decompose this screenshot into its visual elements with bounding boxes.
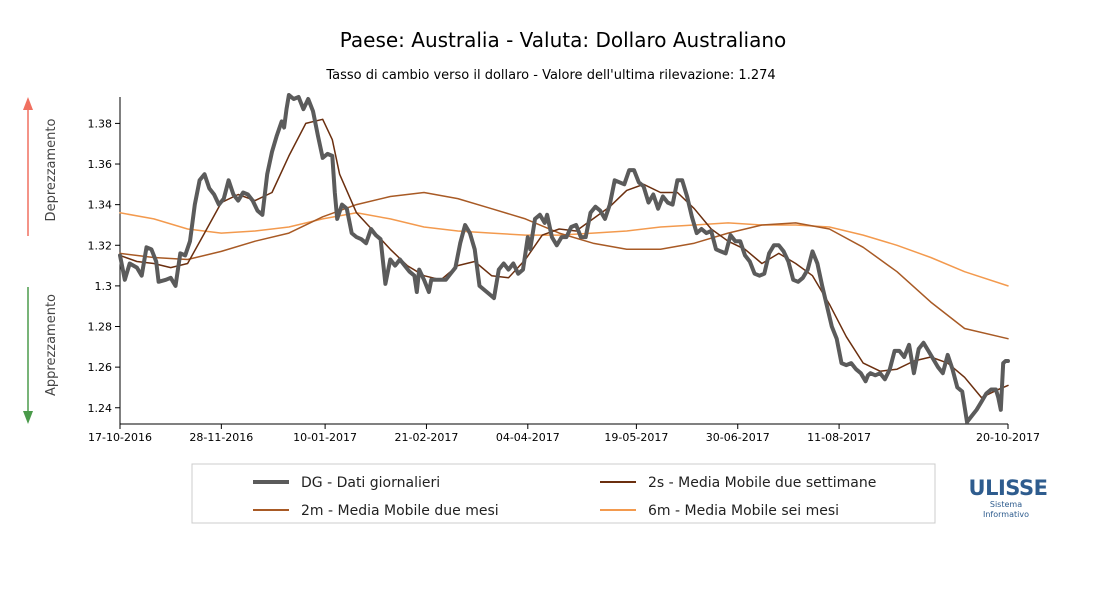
y-tick-label: 1.24: [88, 402, 113, 415]
appreciation-label: Apprezzamento: [44, 294, 59, 396]
x-tick-label: 17-10-2016: [88, 431, 152, 444]
series-line-0: [118, 93, 1010, 424]
y-axis: 1.38 1.36 1.34 1.32 1.3 1.28 1.26 1.24: [88, 97, 121, 424]
depreciation-arrow-icon: [23, 97, 33, 236]
x-tick-label: 28-11-2016: [189, 431, 253, 444]
series-line-1: [119, 118, 1009, 399]
appreciation-arrow-icon: [23, 287, 33, 424]
legend: DG - Dati giornalieri 2s - Media Mobile d…: [191, 463, 936, 524]
y-tick-label: 1.3: [95, 280, 113, 293]
x-tick-label: 30-06-2017: [706, 431, 770, 444]
x-tick-label: 21-02-2017: [394, 431, 458, 444]
logo-line1: Sistema: [990, 500, 1022, 509]
y-tick-label: 1.34: [88, 199, 113, 212]
legend-label-0: DG - Dati giornalieri: [301, 475, 440, 491]
chart-subtitle: Tasso di cambio verso il dollaro - Valor…: [325, 68, 775, 83]
series-layer: [118, 93, 1010, 424]
x-tick-label: 11-08-2017: [807, 431, 871, 444]
x-tick-label: 04-04-2017: [496, 431, 560, 444]
logo-name: ULISSE: [969, 476, 1048, 500]
series-line-3: [119, 212, 1009, 287]
legend-label-3: 6m - Media Mobile sei mesi: [648, 503, 839, 519]
legend-label-2: 2m - Media Mobile due mesi: [301, 503, 499, 519]
logo-line2: Informativo: [983, 510, 1029, 519]
legend-box: [191, 463, 936, 524]
x-tick-label: 20-10-2017: [976, 431, 1040, 444]
y-tick-label: 1.28: [88, 321, 113, 334]
series-line-2: [119, 191, 1009, 340]
y-tick-label: 1.38: [88, 117, 113, 130]
y-tick-label: 1.36: [88, 158, 113, 171]
ulisse-logo: ULISSE Sistema Informativo: [969, 476, 1048, 519]
x-tick-label: 19-05-2017: [604, 431, 668, 444]
x-tick-label: 10-01-2017: [293, 431, 357, 444]
x-axis: 17-10-2016 28-11-2016 10-01-2017 21-02-2017…: [88, 423, 1040, 444]
y-tick-label: 1.32: [88, 239, 113, 252]
depreciation-label: Deprezzamento: [44, 119, 59, 222]
y-tick-label: 1.26: [88, 361, 113, 374]
legend-label-1: 2s - Media Mobile due settimane: [648, 475, 876, 491]
chart-title: Paese: Australia - Valuta: Dollaro Austr…: [340, 28, 787, 52]
